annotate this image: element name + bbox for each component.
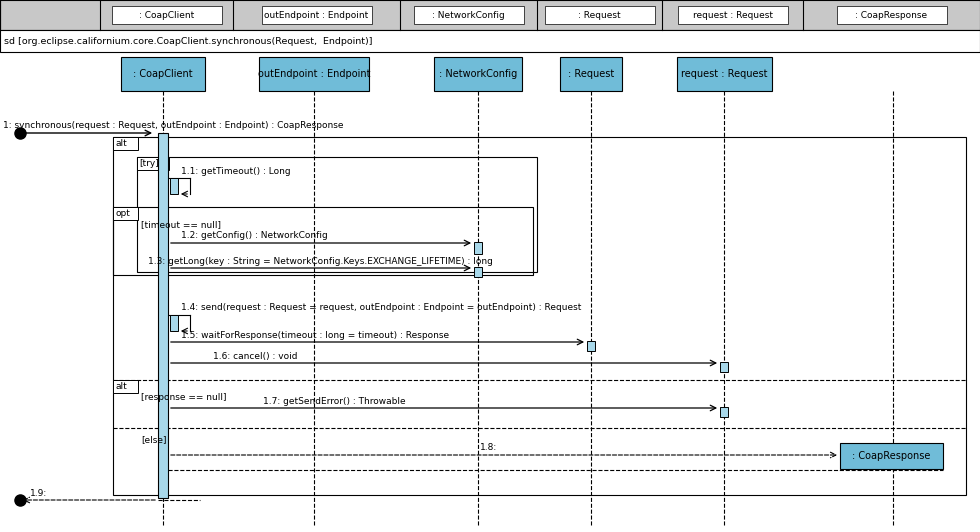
Bar (0, 30, 980, 52)
Bar (137, 157, 537, 272)
Text: : NetworkConfig: : NetworkConfig (432, 11, 505, 20)
Text: 1.6: cancel() : void: 1.6: cancel() : void (213, 352, 298, 361)
Text: outEndpoint : Endpoint: outEndpoint : Endpoint (265, 11, 368, 20)
Bar (121, 57, 205, 91)
Text: [else]: [else] (141, 436, 167, 445)
Text: opt: opt (115, 209, 130, 218)
Bar (474, 242, 482, 254)
Text: 1.9:: 1.9: (30, 488, 47, 497)
Bar (545, 6, 655, 24)
Bar (720, 407, 728, 417)
Text: 1.5: waitForResponse(timeout : long = timeout) : Response: 1.5: waitForResponse(timeout : long = ti… (181, 330, 449, 339)
Bar (113, 207, 138, 220)
Text: : Request: : Request (578, 11, 620, 20)
Bar (676, 57, 771, 91)
Text: 1: synchronous(request : Request, outEndpoint : Endpoint) : CoapResponse: 1: synchronous(request : Request, outEnd… (3, 121, 344, 129)
Bar (112, 6, 221, 24)
Bar (474, 267, 482, 277)
Bar (560, 57, 622, 91)
Bar (170, 178, 178, 194)
Text: : NetworkConfig: : NetworkConfig (439, 69, 517, 79)
Text: 1.4: send(request : Request = request, outEndpoint : Endpoint = outEndpoint) : R: 1.4: send(request : Request = request, o… (181, 303, 581, 312)
Text: 1.1: getTimeout() : Long: 1.1: getTimeout() : Long (181, 168, 291, 177)
Text: [timeout == null]: [timeout == null] (141, 220, 221, 229)
Bar (113, 380, 138, 393)
Text: 1.8:: 1.8: (480, 444, 497, 453)
Bar (113, 207, 533, 275)
Text: : CoapResponse: : CoapResponse (853, 451, 931, 461)
Text: 1.2: getConfig() : NetworkConfig: 1.2: getConfig() : NetworkConfig (181, 231, 327, 240)
Bar (677, 6, 788, 24)
Text: alt: alt (115, 382, 126, 391)
Text: alt: alt (115, 139, 126, 148)
Bar (137, 157, 169, 170)
Text: : CoapResponse: : CoapResponse (856, 11, 927, 20)
Bar (837, 6, 947, 24)
Bar (113, 137, 966, 495)
Text: : Request: : Request (567, 69, 614, 79)
Text: request : Request: request : Request (693, 11, 772, 20)
Bar (587, 341, 595, 351)
Bar (259, 57, 369, 91)
Text: outEndpoint : Endpoint: outEndpoint : Endpoint (258, 69, 370, 79)
Text: 1.7: getSendError() : Throwable: 1.7: getSendError() : Throwable (263, 396, 406, 405)
Bar (0, 0, 980, 30)
Text: sd [org.eclipse.californium.core.CoapClient.synchronous(Request,  Endpoint)]: sd [org.eclipse.californium.core.CoapCli… (4, 37, 372, 46)
Text: : CoapClient: : CoapClient (133, 69, 193, 79)
Bar (113, 137, 138, 150)
Bar (158, 133, 168, 498)
Text: request : Request: request : Request (681, 69, 767, 79)
Bar (170, 315, 178, 331)
Text: 1.3: getLong(key : String = NetworkConfig.Keys.EXCHANGE_LIFETIME) : long: 1.3: getLong(key : String = NetworkConfi… (148, 256, 493, 265)
Text: : CoapClient: : CoapClient (139, 11, 194, 20)
Text: [response == null]: [response == null] (141, 394, 226, 403)
Bar (720, 362, 728, 372)
Bar (434, 57, 522, 91)
Bar (840, 443, 943, 469)
Bar (262, 6, 371, 24)
Bar (414, 6, 523, 24)
Text: [try]: [try] (139, 159, 159, 168)
